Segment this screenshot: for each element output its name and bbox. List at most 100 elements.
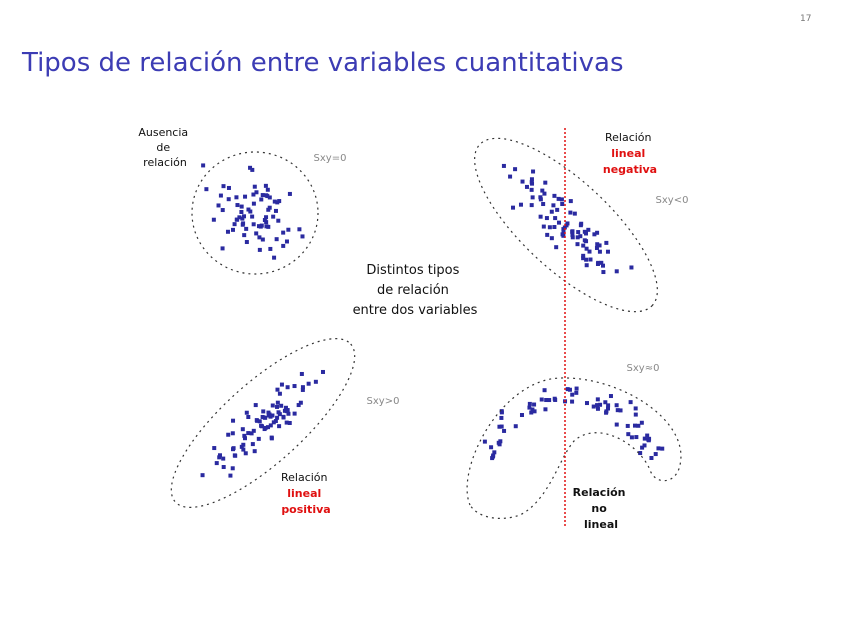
scatter-point [306, 381, 311, 386]
scatter-point [561, 229, 566, 234]
scatter-point [599, 260, 604, 265]
scatter-point [221, 465, 226, 470]
scatter-point [276, 218, 281, 223]
ellipse-none [191, 151, 319, 275]
scatter-point [277, 391, 282, 396]
scatter-point [581, 253, 586, 258]
scatter-point [492, 450, 497, 455]
scatter-point [572, 211, 577, 216]
scatter-point [639, 420, 644, 425]
scatter-point [584, 401, 589, 406]
scatter-point [267, 195, 272, 200]
scatter-point [284, 409, 289, 414]
scatter-point [513, 167, 518, 172]
scatter-point [596, 260, 601, 265]
scatter-point [642, 443, 647, 448]
scatter-point [268, 414, 273, 419]
scatter-point [588, 257, 593, 262]
scatter-point [576, 230, 581, 235]
scatter-point [560, 232, 565, 237]
scatter-point [579, 221, 584, 226]
scatter-point [272, 255, 277, 260]
scatter-point [275, 387, 280, 392]
scatter-point [250, 442, 255, 447]
scatter-point [234, 195, 239, 200]
scatter-point [614, 403, 619, 408]
scatter-point [608, 394, 613, 399]
scatter-point [565, 387, 570, 392]
scatter-point [490, 454, 495, 459]
scatter-point [221, 456, 226, 461]
scatter-point [597, 249, 602, 254]
scatter-point [551, 203, 556, 208]
scatter-point [286, 411, 291, 416]
scatter-point [633, 406, 638, 411]
scatter-point [300, 387, 305, 392]
scatter-point [606, 403, 611, 408]
outline-nonlinear [466, 377, 682, 519]
scatter-point [281, 415, 286, 420]
scatter-point [529, 410, 534, 415]
scatter-point [614, 269, 619, 274]
scatter-point [518, 202, 523, 207]
scatter-point [532, 402, 537, 407]
scatter-point [540, 188, 545, 193]
scatter-point [266, 425, 271, 430]
scatter-point [239, 209, 244, 214]
scatter-point [595, 403, 600, 408]
scatter-point [297, 227, 302, 232]
scatter-point [244, 226, 249, 231]
scatter-point [604, 409, 609, 414]
scatter-point [265, 187, 270, 192]
scatter-point [251, 428, 256, 433]
scatter-point [595, 406, 600, 411]
scatter-point [552, 193, 557, 198]
scatter-point [263, 183, 268, 188]
page-number: 17 [800, 14, 812, 24]
scatter-point [246, 431, 251, 436]
scatter-point [542, 388, 547, 393]
scatter-point [595, 230, 600, 235]
scatter-point [584, 257, 589, 262]
scatter-point [511, 205, 516, 210]
scatter-point [527, 401, 532, 406]
scatter-point [584, 263, 589, 268]
scatter-point [256, 436, 261, 441]
scatter-point [581, 256, 586, 261]
scatter-point [239, 444, 244, 449]
scatter-point [253, 403, 258, 408]
scatter-point [530, 181, 535, 186]
scatter-point [254, 418, 259, 423]
scatter-point [499, 415, 504, 420]
scatter-point [530, 195, 535, 200]
scatter-point [575, 235, 580, 240]
scatter-point [638, 451, 643, 456]
scatter-point [239, 204, 244, 209]
scatter-points [200, 163, 665, 478]
scatter-point [260, 237, 265, 242]
scatter-point [298, 400, 303, 405]
ellipse-positive [170, 338, 356, 508]
scatter-point [240, 427, 245, 432]
scatter-point [275, 200, 280, 205]
scatter-point [241, 442, 246, 447]
scatter-point [281, 243, 286, 248]
scatter-point [300, 385, 305, 390]
scatter-point [268, 246, 273, 251]
scatter-point [273, 208, 278, 213]
scatter-point [626, 432, 631, 437]
scatter-point [240, 216, 245, 221]
scatter-point [271, 214, 276, 219]
scatter-point [502, 428, 507, 433]
scatter-point [565, 221, 570, 226]
scatter-point [568, 210, 573, 215]
scatter-point [532, 409, 537, 414]
scatter-point [524, 184, 529, 189]
scatter-point [217, 455, 222, 460]
scatter-point [646, 437, 651, 442]
scatter-point [275, 415, 280, 420]
scatter-point [538, 197, 543, 202]
scatter-point [268, 423, 273, 428]
scatter-point [299, 371, 304, 376]
scatter-point [513, 424, 518, 429]
